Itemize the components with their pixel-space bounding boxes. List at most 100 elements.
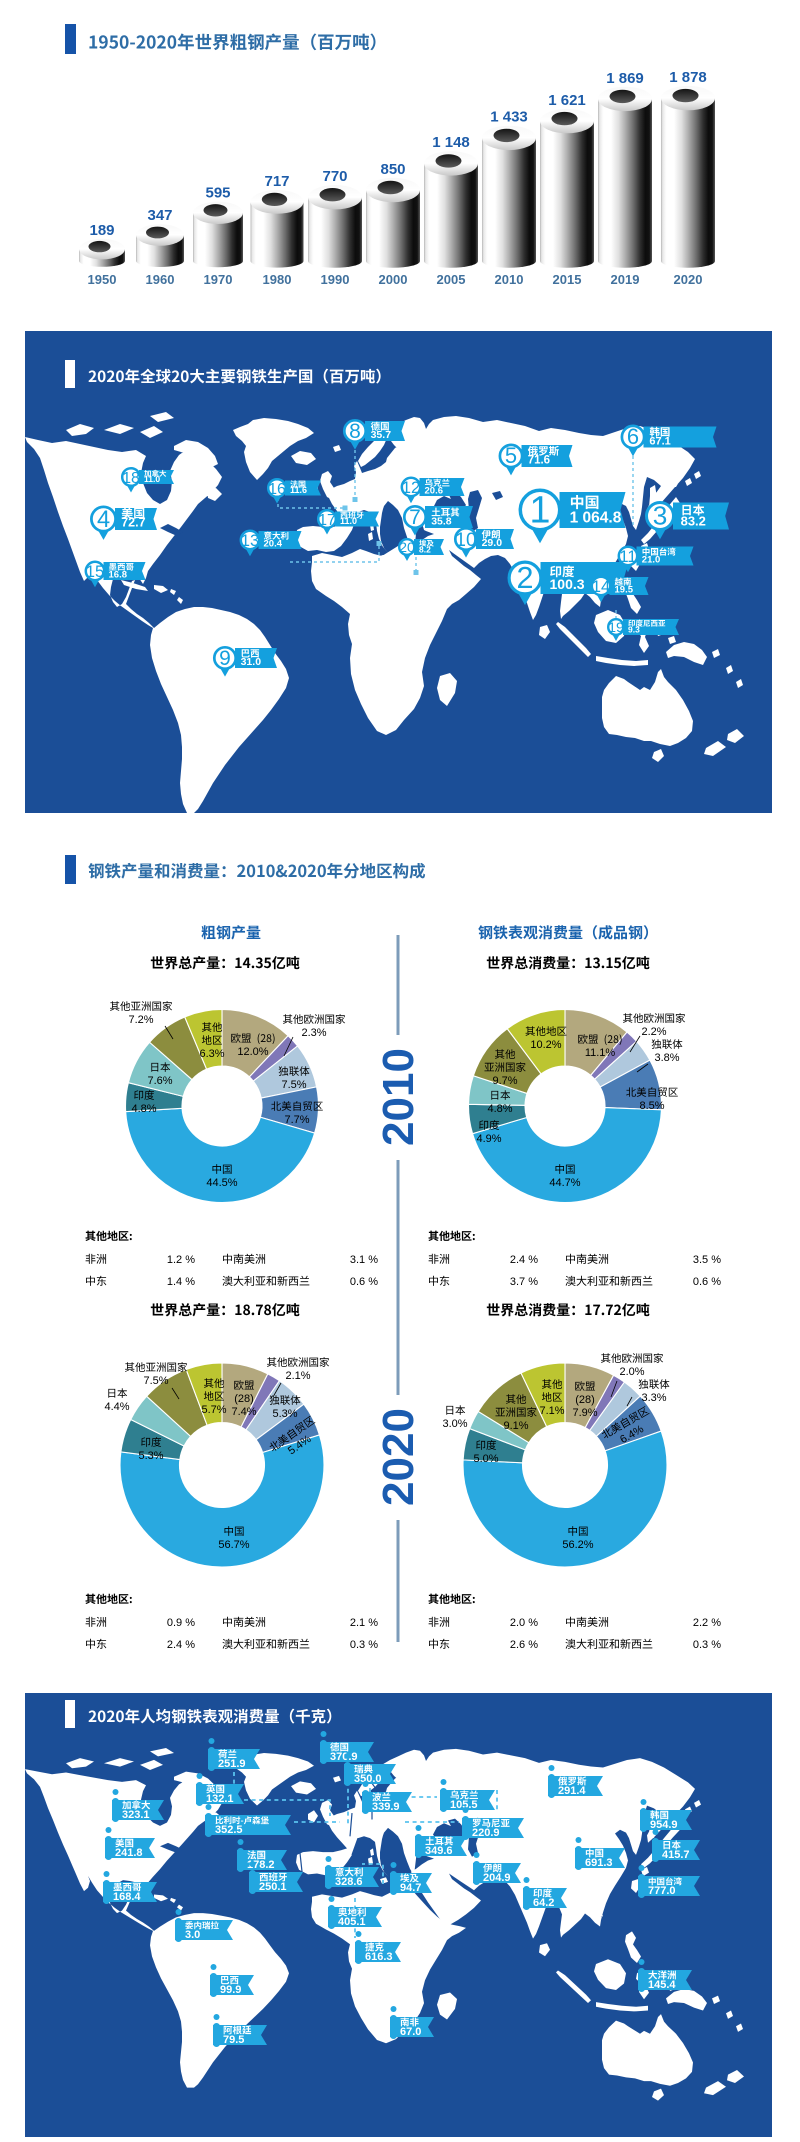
svg-text:2.0 %: 2.0 %: [510, 1617, 538, 1629]
svg-text:2010: 2010: [495, 272, 524, 287]
svg-text:691.3: 691.3: [585, 1857, 613, 1869]
svg-text:12.0%: 12.0%: [237, 1046, 268, 1058]
svg-text:5: 5: [505, 443, 517, 468]
svg-text:132.1: 132.1: [206, 1793, 234, 1805]
svg-text:29.0: 29.0: [482, 537, 503, 549]
svg-text:44.7%: 44.7%: [549, 1177, 580, 1189]
svg-text:5.3%: 5.3%: [272, 1408, 297, 1420]
svg-text:770: 770: [322, 168, 347, 185]
svg-text:105.5: 105.5: [450, 1799, 478, 1811]
svg-text:(28): (28): [575, 1394, 595, 1406]
svg-text:99.9: 99.9: [220, 1984, 241, 1996]
svg-text:2010: 2010: [374, 1048, 423, 1146]
svg-text:241.8: 241.8: [115, 1847, 143, 1859]
svg-text:9: 9: [219, 647, 231, 670]
svg-text:56.7%: 56.7%: [218, 1539, 249, 1551]
svg-text:0.3 %: 0.3 %: [350, 1639, 378, 1651]
svg-text:2.1 %: 2.1 %: [350, 1617, 378, 1629]
svg-text:1 064.8: 1 064.8: [570, 510, 622, 527]
svg-text:1950: 1950: [88, 272, 117, 287]
svg-text:2000: 2000: [379, 272, 408, 287]
svg-text:0.6 %: 0.6 %: [693, 1276, 721, 1288]
svg-text:220.9: 220.9: [472, 1827, 500, 1839]
svg-text:8.5%: 8.5%: [639, 1100, 664, 1112]
svg-text:35.8: 35.8: [431, 516, 452, 528]
svg-text:0.9 %: 0.9 %: [167, 1617, 195, 1629]
svg-text:3.1 %: 3.1 %: [350, 1254, 378, 1266]
svg-text:56.2%: 56.2%: [562, 1539, 593, 1551]
svg-text:1 869: 1 869: [606, 70, 644, 87]
svg-text:349.6: 349.6: [425, 1845, 453, 1857]
svg-text:189: 189: [89, 222, 114, 239]
svg-text:0.6 %: 0.6 %: [350, 1276, 378, 1288]
svg-text:20.6: 20.6: [425, 485, 444, 496]
svg-text:350.0: 350.0: [354, 1773, 382, 1785]
svg-text:21.0: 21.0: [642, 555, 661, 566]
svg-text:14: 14: [592, 577, 610, 596]
svg-text:19.5: 19.5: [615, 584, 634, 595]
svg-text:1980: 1980: [263, 272, 292, 287]
svg-text:2.2%: 2.2%: [641, 1026, 666, 1038]
svg-text:1 621: 1 621: [548, 92, 586, 109]
svg-text:1 878: 1 878: [669, 69, 707, 86]
svg-text:1.4 %: 1.4 %: [167, 1276, 195, 1288]
svg-text:7.5%: 7.5%: [281, 1079, 306, 1091]
svg-text:4: 4: [97, 507, 110, 533]
svg-text:9.1%: 9.1%: [503, 1420, 528, 1432]
svg-text:17: 17: [318, 512, 336, 529]
svg-text:347: 347: [147, 207, 172, 224]
svg-text:16: 16: [268, 481, 286, 498]
svg-text:9.3: 9.3: [628, 625, 640, 635]
svg-text:1.2 %: 1.2 %: [167, 1254, 195, 1266]
svg-text:328.6: 328.6: [335, 1876, 363, 1888]
svg-text:13: 13: [241, 531, 259, 550]
svg-text:12: 12: [402, 478, 420, 497]
svg-text:67.0: 67.0: [400, 2026, 421, 2038]
svg-text:7.1%: 7.1%: [539, 1405, 564, 1417]
svg-text:9.7%: 9.7%: [492, 1075, 517, 1087]
svg-text:1990: 1990: [321, 272, 350, 287]
svg-text:3.0: 3.0: [185, 1929, 200, 1941]
svg-text:5.3%: 5.3%: [138, 1450, 163, 1462]
svg-text:71.6: 71.6: [528, 455, 550, 467]
svg-text:4.8%: 4.8%: [131, 1103, 156, 1115]
svg-text:35.7: 35.7: [371, 429, 392, 441]
svg-text:2.4 %: 2.4 %: [167, 1639, 195, 1651]
svg-text:3: 3: [653, 501, 668, 531]
svg-text:595: 595: [205, 185, 230, 202]
svg-text:1970: 1970: [204, 272, 233, 287]
svg-text:83.2: 83.2: [681, 514, 706, 529]
svg-text:67.1: 67.1: [649, 435, 670, 447]
svg-text:5.7%: 5.7%: [201, 1404, 226, 1416]
svg-text:616.3: 616.3: [365, 1951, 393, 1963]
svg-text:2005: 2005: [437, 272, 466, 287]
svg-text:291.4: 291.4: [558, 1785, 586, 1797]
svg-text:405.1: 405.1: [338, 1916, 366, 1928]
svg-text:6: 6: [627, 424, 639, 449]
svg-text:323.1: 323.1: [122, 1809, 150, 1821]
svg-text:19: 19: [608, 620, 624, 636]
svg-text:11.0: 11.0: [144, 474, 160, 484]
svg-text:145.4: 145.4: [648, 1979, 676, 1991]
svg-text:2.6 %: 2.6 %: [510, 1639, 538, 1651]
svg-text:8.2: 8.2: [419, 545, 431, 555]
svg-text:16.8: 16.8: [109, 569, 128, 580]
svg-text:2015: 2015: [553, 272, 582, 287]
svg-text:(28): (28): [234, 1393, 254, 1405]
svg-text:100.3: 100.3: [550, 576, 585, 592]
svg-text:3.8%: 3.8%: [654, 1052, 679, 1064]
svg-text:370.9: 370.9: [330, 1751, 358, 1763]
svg-text:10.2%: 10.2%: [530, 1039, 561, 1051]
svg-text:954.9: 954.9: [650, 1819, 678, 1831]
svg-text:2.3%: 2.3%: [301, 1027, 326, 1039]
svg-text:2020: 2020: [374, 1408, 423, 1506]
svg-text:4.8%: 4.8%: [487, 1103, 512, 1115]
svg-text:11.0: 11.0: [340, 516, 357, 526]
svg-text:18: 18: [122, 470, 140, 487]
svg-text:7.5%: 7.5%: [143, 1375, 168, 1387]
svg-text:2019: 2019: [611, 272, 640, 287]
svg-text:15: 15: [86, 562, 104, 581]
svg-text:11: 11: [619, 547, 636, 566]
svg-text:7: 7: [409, 506, 421, 529]
svg-text:7.4%: 7.4%: [231, 1406, 256, 1418]
